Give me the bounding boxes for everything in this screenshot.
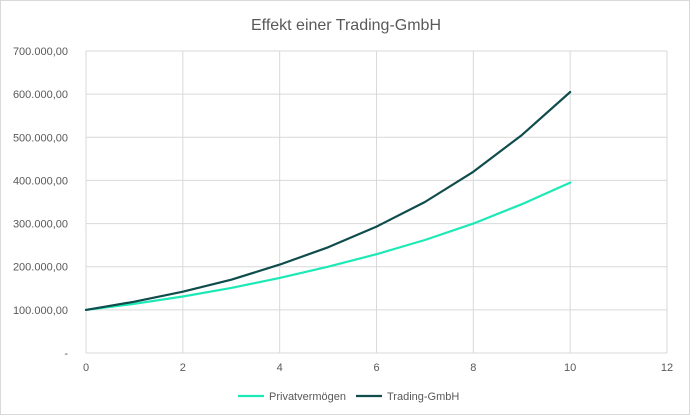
x-tick-label: 6 xyxy=(373,362,379,374)
x-tick-label: 10 xyxy=(564,362,576,374)
x-tick-label: 8 xyxy=(470,362,476,374)
x-tick-label: 4 xyxy=(277,362,283,374)
series-lines xyxy=(84,90,572,311)
y-tick-label: 600.000,00 xyxy=(13,89,68,101)
legend: Privatvermögen Trading-GmbH xyxy=(238,391,459,403)
x-tick-label: 12 xyxy=(661,362,673,374)
y-tick-label: 200.000,00 xyxy=(13,262,68,274)
chart-title: Effekt einer Trading-GmbH xyxy=(251,17,441,34)
series-line-privatverm-gen xyxy=(84,181,572,311)
x-tick-label: 0 xyxy=(83,362,89,374)
legend-label: Privatvermögen xyxy=(269,391,346,403)
series-line-trading-gmbh xyxy=(84,90,572,311)
y-tick-label: 500.000,00 xyxy=(13,132,68,144)
y-tick-label: - xyxy=(64,348,68,360)
axis-labels: - 100.000,00 200.000,00 300.000,00 400.000,0… xyxy=(13,46,673,374)
y-tick-label: 400.000,00 xyxy=(13,175,68,187)
y-tick-label: 300.000,00 xyxy=(13,219,68,231)
y-tick-label: 100.000,00 xyxy=(13,305,68,317)
grid xyxy=(85,50,668,354)
y-tick-label: 700.000,00 xyxy=(13,46,68,58)
legend-label: Trading-GmbH xyxy=(387,391,459,403)
x-tick-label: 2 xyxy=(180,362,186,374)
